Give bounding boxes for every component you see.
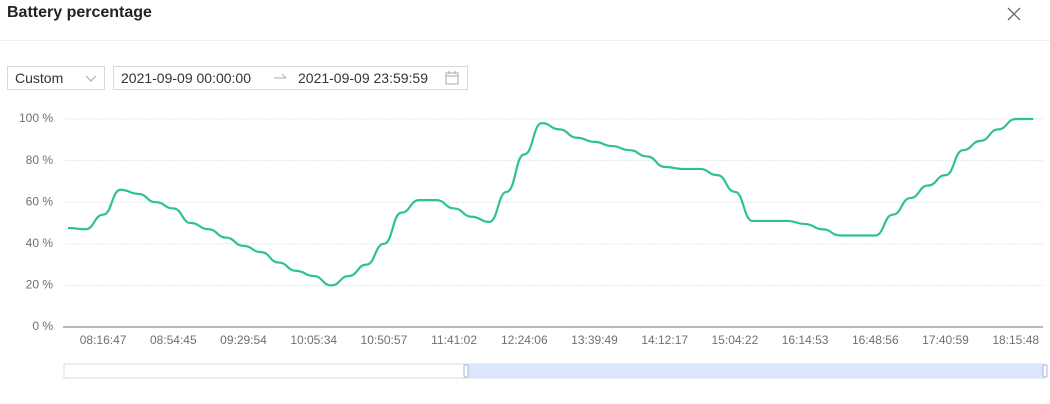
y-tick-label: 0 % [32, 319, 53, 333]
x-tick-label: 15:04:22 [712, 333, 759, 347]
x-tick-label: 10:50:57 [361, 333, 408, 347]
x-tick-label: 18:15:48 [992, 333, 1039, 347]
zoom-handle[interactable] [1042, 364, 1048, 378]
dropdown-arrow [86, 75, 96, 82]
x-tick-label: 13:39:49 [571, 333, 618, 347]
x-tick-label: 09:29:54 [220, 333, 267, 347]
x-tick-label: 14:12:17 [641, 333, 688, 347]
series-line [67, 117, 1034, 287]
range-arrow [274, 73, 287, 79]
x-tick-label: 12:24:06 [501, 333, 548, 347]
dialog-title: Battery percentage [7, 4, 152, 21]
x-tick-label: 17:40:59 [922, 333, 969, 347]
start-date: 2021-09-09 00:00:00 [121, 70, 251, 86]
y-tick-label: 60 % [26, 194, 54, 208]
close-button[interactable] [1005, 5, 1023, 23]
x-tick-label: 10:05:34 [290, 333, 337, 347]
divider [0, 40, 1050, 41]
x-tick-label: 11:41:02 [431, 333, 477, 347]
mode-select[interactable]: Custom [7, 66, 105, 90]
zoom-selection[interactable] [466, 364, 1045, 378]
zoom-handle[interactable] [463, 364, 469, 378]
y-tick-label: 80 % [26, 153, 54, 167]
date-range[interactable]: 2021-09-09 00:00:00 2021-09-09 23:59:59 [113, 66, 468, 90]
x-tick-label: 16:14:53 [782, 333, 829, 347]
y-tick-label: 20 % [26, 278, 54, 292]
mode-text: Custom [15, 70, 64, 86]
x-tick-label: 16:48:56 [852, 333, 899, 347]
calendar-icon [445, 71, 459, 85]
x-tick-label: 08:16:47 [80, 333, 127, 347]
y-tick-label: 100 % [19, 111, 53, 125]
end-date: 2021-09-09 23:59:59 [298, 70, 428, 86]
x-tick-label: 08:54:45 [150, 333, 197, 347]
y-tick-label: 40 % [26, 236, 54, 250]
